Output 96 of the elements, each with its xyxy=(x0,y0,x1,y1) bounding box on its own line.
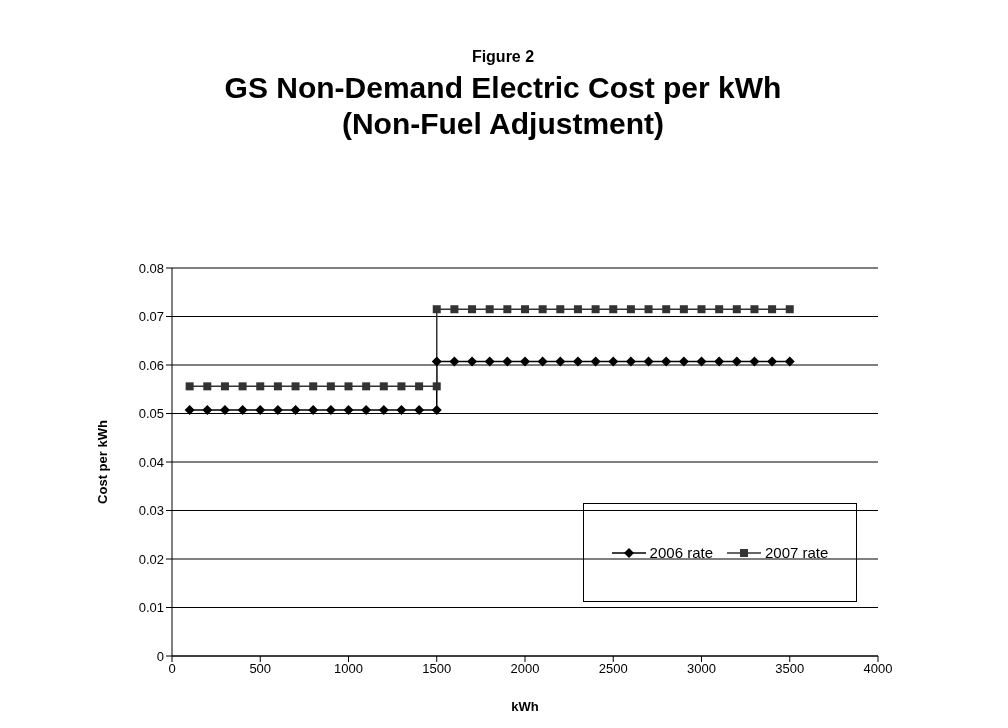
point xyxy=(309,382,318,391)
point xyxy=(326,382,335,391)
point xyxy=(521,305,529,314)
point xyxy=(361,405,372,416)
point xyxy=(714,356,725,367)
point xyxy=(362,382,371,391)
point xyxy=(415,382,424,391)
point xyxy=(573,305,582,314)
y-tick-label: 0.03 xyxy=(138,503,164,519)
point xyxy=(397,382,406,391)
point xyxy=(715,305,724,314)
point xyxy=(572,356,583,367)
point xyxy=(344,382,353,391)
point xyxy=(450,305,459,314)
point xyxy=(626,305,635,314)
point xyxy=(785,305,794,314)
x-tick-label: 1500 xyxy=(422,661,452,677)
point xyxy=(325,405,336,416)
y-tick-label: 0.07 xyxy=(138,309,164,325)
chart-title: GS Non-Demand Electric Cost per kWh (Non-Fuel Adjustment) xyxy=(223,70,783,142)
point xyxy=(750,305,759,314)
point xyxy=(485,305,494,314)
point xyxy=(661,356,672,367)
point xyxy=(203,382,212,391)
point xyxy=(220,382,229,391)
point xyxy=(749,356,760,367)
y-tick-label: 0.04 xyxy=(138,454,164,470)
point xyxy=(644,305,653,314)
point xyxy=(625,356,636,367)
point xyxy=(643,356,654,367)
point xyxy=(608,356,619,367)
point xyxy=(520,356,530,367)
point xyxy=(590,356,601,367)
point xyxy=(273,382,282,391)
point xyxy=(538,305,547,314)
point xyxy=(468,305,477,314)
point xyxy=(414,405,425,416)
x-tick-label: 3500 xyxy=(775,661,805,677)
point xyxy=(537,356,548,367)
point xyxy=(467,356,478,367)
point xyxy=(291,382,300,391)
point xyxy=(272,405,283,416)
point xyxy=(555,356,566,367)
y-tick-label: 0.02 xyxy=(138,551,164,567)
point xyxy=(237,405,248,416)
point xyxy=(503,305,512,314)
chart-subtitle: Figure 2 xyxy=(470,48,536,66)
point xyxy=(431,356,442,367)
point xyxy=(308,405,319,416)
point xyxy=(432,382,441,391)
x-tick-label: 2500 xyxy=(598,661,628,677)
point xyxy=(484,356,495,367)
point xyxy=(784,356,795,367)
point xyxy=(767,356,778,367)
point xyxy=(697,305,706,314)
point xyxy=(256,382,265,391)
point xyxy=(591,305,600,314)
point xyxy=(185,382,194,391)
point xyxy=(238,382,247,391)
point xyxy=(378,405,389,416)
x-tick-label: 4000 xyxy=(863,661,893,677)
legend-label: 2007 rate xyxy=(765,544,829,561)
y-tick-label: 0.08 xyxy=(138,260,164,276)
point xyxy=(379,382,388,391)
x-axis-title: kWh xyxy=(511,699,539,714)
point xyxy=(255,405,266,416)
x-tick-label: 500 xyxy=(249,661,272,677)
point xyxy=(768,305,777,314)
point xyxy=(696,356,707,367)
x-tick-label: 1000 xyxy=(334,661,363,677)
point xyxy=(290,405,301,416)
point xyxy=(431,405,442,416)
point xyxy=(219,405,230,416)
point xyxy=(679,305,688,314)
y-axis-title: Cost per kWh xyxy=(94,420,110,504)
y-tick-label: 0.01 xyxy=(138,600,164,616)
point xyxy=(202,405,213,416)
point xyxy=(449,356,460,367)
y-tick-label: 0.06 xyxy=(138,357,164,373)
point xyxy=(556,305,565,314)
y-tick-label: 0 xyxy=(156,648,164,664)
x-tick-label: 0 xyxy=(168,661,176,677)
point xyxy=(343,405,354,416)
point xyxy=(731,356,742,367)
point xyxy=(609,305,618,314)
point xyxy=(662,305,671,314)
point xyxy=(184,405,195,416)
legend-label: 2006 rate xyxy=(649,544,713,561)
point xyxy=(732,305,741,314)
point xyxy=(432,305,441,314)
y-tick-label: 0.05 xyxy=(138,406,164,422)
point xyxy=(678,356,689,367)
x-tick-label: 2000 xyxy=(510,661,540,677)
x-tick-label: 3000 xyxy=(687,661,716,677)
point xyxy=(396,405,407,416)
point xyxy=(502,356,513,367)
